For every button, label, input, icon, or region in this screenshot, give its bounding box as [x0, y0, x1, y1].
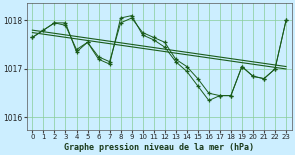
X-axis label: Graphe pression niveau de la mer (hPa): Graphe pression niveau de la mer (hPa) — [64, 143, 254, 152]
